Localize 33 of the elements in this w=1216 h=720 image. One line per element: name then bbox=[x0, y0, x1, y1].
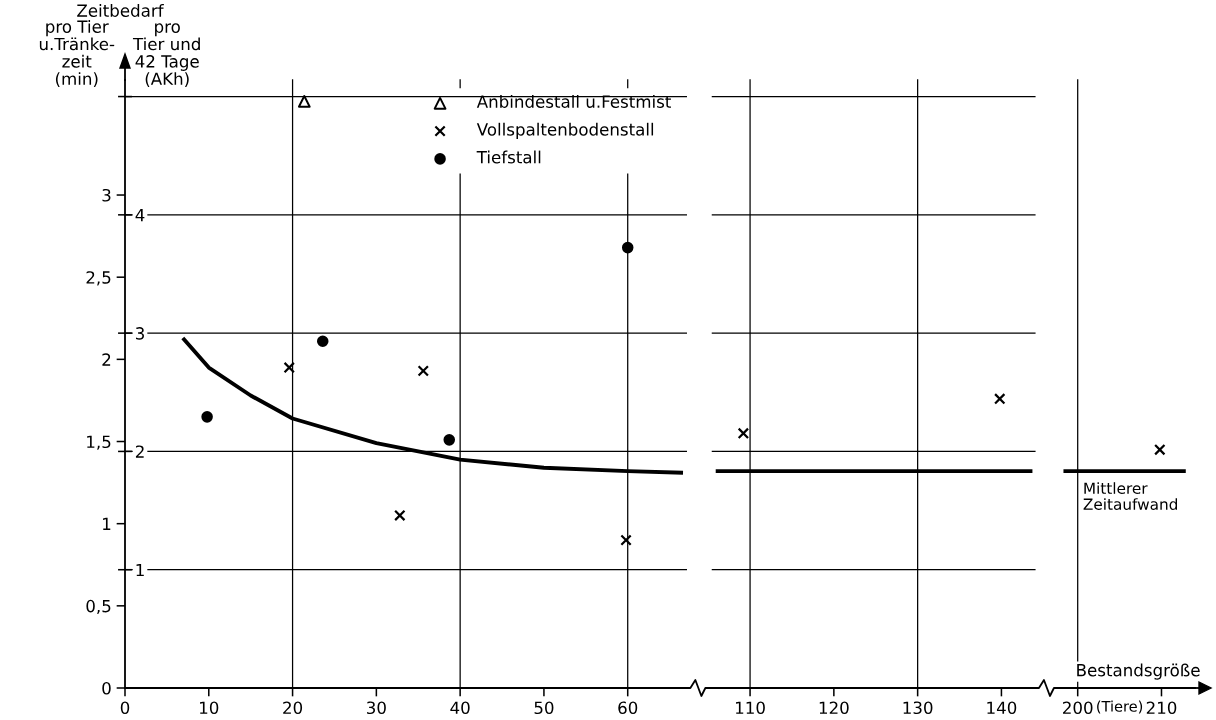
y2-tick-label: 3 bbox=[135, 327, 144, 340]
y-tick-label: 3 bbox=[102, 188, 111, 202]
series-label: Mittlerer Zeitaufwand bbox=[1083, 482, 1178, 510]
legend-label: Anbindestall u.Festmist bbox=[476, 95, 671, 108]
x-tick-label: 200 bbox=[1063, 701, 1093, 715]
legend-label: Vollspaltenbodenstall bbox=[476, 122, 654, 139]
x-tick-label: 0 bbox=[120, 701, 130, 715]
x-tick-label: 60 bbox=[618, 701, 638, 715]
x-tick-label: 40 bbox=[450, 701, 470, 715]
x-tick-label: 130 bbox=[903, 701, 933, 715]
y2-axis-title: pro Tier und 42 Tage (AKh) bbox=[132, 23, 200, 88]
x-tick-label: 140 bbox=[987, 701, 1017, 715]
y-tick-label: 2,5 bbox=[86, 271, 111, 286]
y-tick-label: 0 bbox=[102, 681, 111, 695]
y2-tick-label: 1 bbox=[136, 563, 144, 577]
x-tick-label: 210 bbox=[1146, 701, 1177, 715]
x-tick-label: 30 bbox=[367, 701, 386, 715]
x-tick-label: 120 bbox=[819, 701, 849, 715]
y-tick-label: 0,5 bbox=[86, 599, 111, 615]
y2-tick-label: 4 bbox=[135, 209, 145, 222]
x-tick-label: 20 bbox=[283, 701, 303, 715]
x-tick-label: 10 bbox=[200, 701, 219, 715]
y2-tick-label: 2 bbox=[135, 445, 144, 458]
y-tick-label: 2 bbox=[102, 353, 111, 366]
text: (Tiere) bbox=[1097, 700, 1143, 714]
y-axis-title: pro Tier u.Tränke- zeit (min) bbox=[39, 20, 115, 88]
chart-title: Zeitbedarf bbox=[77, 4, 164, 17]
legend-label: Tiefstall bbox=[476, 150, 541, 164]
x-tick-label: 110 bbox=[735, 701, 765, 715]
y-tick-label: 1 bbox=[103, 517, 111, 531]
y-tick-label: 1,5 bbox=[87, 435, 111, 450]
x-axis-title: Bestandsgröße bbox=[1077, 663, 1200, 680]
x-tick-label: 50 bbox=[534, 701, 554, 715]
